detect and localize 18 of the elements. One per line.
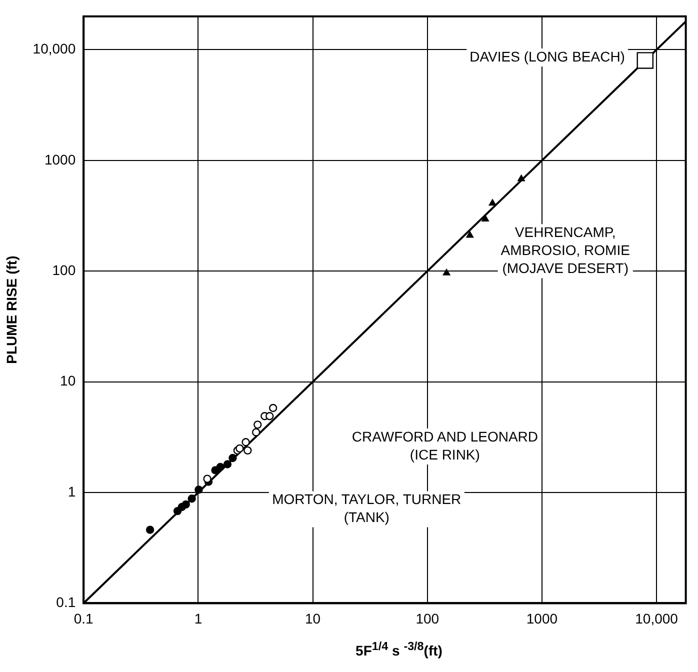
annotation: MORTON, TAYLOR, TURNER (TANK) [272, 491, 462, 526]
y-tick-label: 10,000 [32, 40, 76, 57]
x-tick-label: 1 [194, 610, 202, 626]
annotation: VEHRENCAMP, AMBROSIO, ROMIE (MOJAVE DESERT) [500, 224, 630, 276]
y-tick-label: 100 [52, 262, 76, 278]
y-tick-label: 10 [60, 372, 76, 389]
y-tick-label: 0.1 [56, 594, 76, 610]
x-tick-label: 10 [305, 610, 321, 626]
y-tick-label: 1000 [44, 151, 76, 168]
x-tick-label: 100 [416, 610, 440, 626]
x-tick-label: 0.1 [74, 610, 94, 626]
annotation: CRAWFORD AND LEONARD (ICE RINK) [352, 428, 538, 462]
x-axis-title: 5F$^{1/4}$ s $^{-3/8}$(ft) [354, 640, 444, 659]
x-tick-label: 10,000 [635, 610, 678, 626]
y-tick-label: 1 [68, 483, 76, 500]
annotation: DAVIES (LONG BEACH) [470, 48, 625, 64]
y-axis-title: PLUME RISE (ft) [3, 256, 20, 364]
x-tick-label: 1000 [526, 610, 558, 626]
